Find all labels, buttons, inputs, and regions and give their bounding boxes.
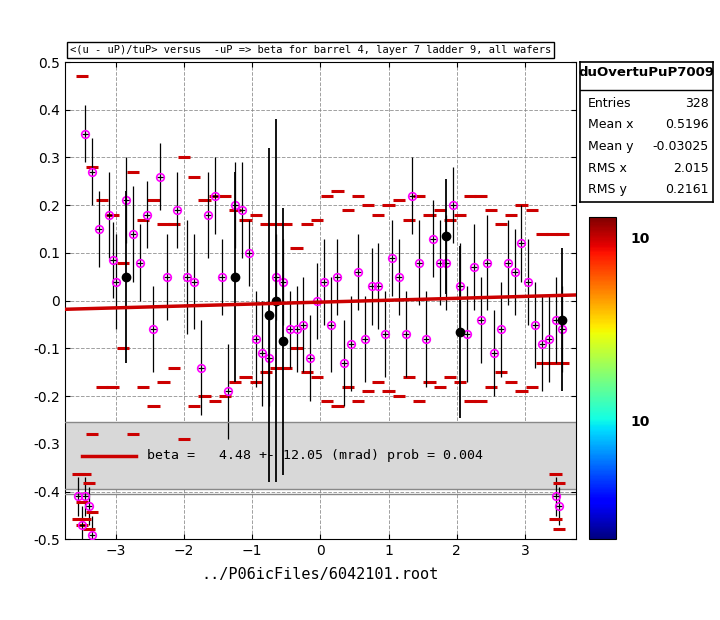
Text: duOvertuPuP7009: duOvertuPuP7009: [578, 66, 714, 79]
Text: Mean x: Mean x: [588, 118, 633, 131]
Text: 0.2161: 0.2161: [665, 184, 708, 197]
Text: RMS y: RMS y: [588, 184, 626, 197]
X-axis label: ../P06icFiles/6042101.root: ../P06icFiles/6042101.root: [202, 567, 439, 582]
Text: 10: 10: [630, 415, 649, 428]
Text: 10: 10: [630, 232, 649, 246]
Text: Mean y: Mean y: [588, 140, 633, 153]
Text: 2.015: 2.015: [673, 162, 708, 175]
Text: 328: 328: [685, 97, 708, 110]
Text: <(u - uP)/tuP> versus  -uP => beta for barrel 4, layer 7 ladder 9, all wafers: <(u - uP)/tuP> versus -uP => beta for ba…: [70, 45, 552, 55]
Text: beta =   4.48 +- 12.05 (mrad) prob = 0.004: beta = 4.48 +- 12.05 (mrad) prob = 0.004: [147, 450, 482, 463]
Text: -0.03025: -0.03025: [652, 140, 708, 153]
Bar: [65, 422, 576, 489]
Text: RMS x: RMS x: [588, 162, 626, 175]
Text: Entries: Entries: [588, 97, 631, 110]
Text: 0.5196: 0.5196: [665, 118, 708, 131]
